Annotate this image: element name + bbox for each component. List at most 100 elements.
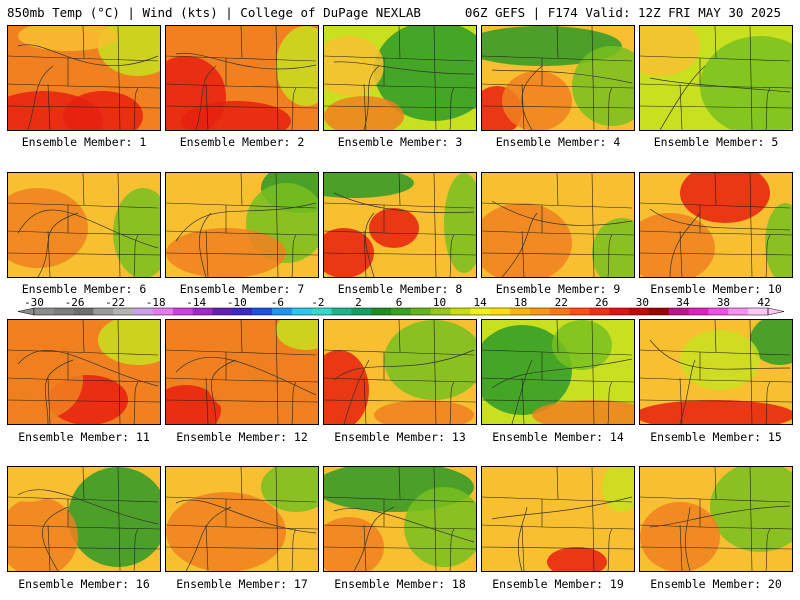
ensemble-member-label: Ensemble Member: 4: [495, 135, 621, 149]
colorbar-swatch: [351, 308, 372, 315]
state-border: [383, 379, 476, 383]
state-border: [363, 524, 367, 571]
state-border: [275, 467, 279, 571]
colorbar-swatch: [252, 308, 273, 315]
state-border: [383, 204, 475, 209]
colorbar-swatch: [549, 308, 571, 315]
state-border: [8, 55, 69, 87]
temperature-map: [640, 467, 792, 571]
isotherm-contour: [491, 358, 633, 389]
state-border: [133, 87, 139, 130]
colorbar-tick-label: 30: [636, 296, 649, 309]
state-border: [607, 234, 613, 277]
colorbar-swatch: [212, 308, 233, 315]
temperature-region: [374, 400, 474, 424]
ensemble-member-map: [323, 466, 477, 572]
isotherm-contour: [649, 208, 791, 231]
state-border: [383, 351, 475, 356]
isotherm-contour: [518, 506, 528, 571]
isotherm-contour: [491, 69, 633, 84]
temperature-map: [640, 173, 792, 277]
ensemble-member-map: [323, 172, 477, 278]
isotherm-contour: [37, 212, 79, 277]
state-border: [433, 26, 437, 130]
temperature-region: [547, 547, 607, 571]
temperature-region: [680, 173, 770, 223]
isotherm-contour: [175, 52, 317, 70]
state-border: [699, 204, 791, 209]
temperature-colorbar: -30 -26 -22 -18 -14 -10 -6 -2 2 6 10 14 18 22 26 30 34 38…: [0, 296, 800, 320]
temperature-region: [63, 91, 143, 130]
state-border: [240, 26, 243, 59]
ensemble-member-label: Ensemble Member: 11: [18, 430, 150, 444]
temperature-map: [324, 26, 476, 130]
temperature-region: [324, 36, 384, 96]
colorbar-swatch: [688, 308, 709, 315]
state-border: [541, 498, 633, 503]
colorbar-swatch: [53, 308, 75, 315]
colorbar-swatch: [192, 308, 214, 315]
isotherm-contour: [44, 359, 74, 424]
temperature-map: [640, 320, 792, 424]
ensemble-member-map: [7, 319, 161, 425]
state-border: [291, 87, 297, 130]
colorbar-max-arrow: [767, 307, 785, 316]
ensemble-member-map: [165, 466, 319, 572]
colorbar-tick-label: -6: [271, 296, 284, 309]
ensemble-member-map: [639, 25, 793, 131]
isotherm-contour: [649, 77, 791, 93]
temperature-map: [324, 173, 476, 277]
colorbar-swatch: [529, 308, 551, 315]
state-border: [556, 173, 559, 206]
ensemble-member-map: [481, 25, 635, 131]
temperature-map: [166, 26, 318, 130]
state-border: [398, 320, 401, 353]
isotherm-contour: [501, 212, 538, 277]
state-border: [449, 87, 455, 130]
isotherm-contour: [17, 489, 159, 525]
temperature-region: [276, 320, 318, 350]
colorbar-swatch: [232, 308, 253, 315]
state-border: [679, 377, 683, 424]
temperature-region: [276, 26, 318, 106]
ensemble-member-label: Ensemble Member: 20: [650, 577, 782, 591]
temperature-region: [18, 26, 118, 51]
isotherm-contour: [175, 357, 317, 396]
temperature-region: [602, 467, 634, 512]
isotherm-contour: [491, 200, 633, 226]
isotherm-contour: [175, 202, 317, 242]
state-border: [225, 204, 317, 209]
ensemble-member-label: Ensemble Member: 5: [653, 135, 779, 149]
state-border: [363, 377, 367, 424]
state-border: [521, 230, 525, 277]
state-border: [699, 498, 791, 503]
colorbar-tick-label: -26: [65, 296, 85, 309]
state-border: [398, 467, 401, 500]
state-border: [749, 467, 753, 571]
colorbar-swatch: [569, 308, 590, 315]
state-border: [556, 26, 559, 59]
state-border: [82, 467, 85, 500]
isotherm-contour: [17, 44, 159, 66]
colorbar-swatch: [748, 308, 769, 315]
state-border: [679, 83, 683, 130]
temperature-region: [404, 487, 476, 567]
colorbar-tick-label: 26: [595, 296, 608, 309]
state-border: [699, 57, 791, 62]
temperature-region: [206, 340, 318, 420]
state-border: [714, 26, 717, 59]
state-border: [275, 26, 279, 130]
state-border: [133, 528, 139, 571]
temperature-region: [384, 320, 476, 400]
colorbar-swatch: [153, 308, 174, 315]
colorbar-swatch: [311, 308, 333, 315]
state-border: [699, 526, 792, 530]
state-border: [640, 496, 701, 528]
colorbar-swatch: [93, 308, 114, 315]
ensemble-member-map: [481, 319, 635, 425]
state-border: [166, 202, 227, 234]
state-border: [324, 55, 385, 87]
state-border: [117, 173, 121, 277]
state-border: [363, 230, 367, 277]
isotherm-contour: [365, 212, 375, 277]
